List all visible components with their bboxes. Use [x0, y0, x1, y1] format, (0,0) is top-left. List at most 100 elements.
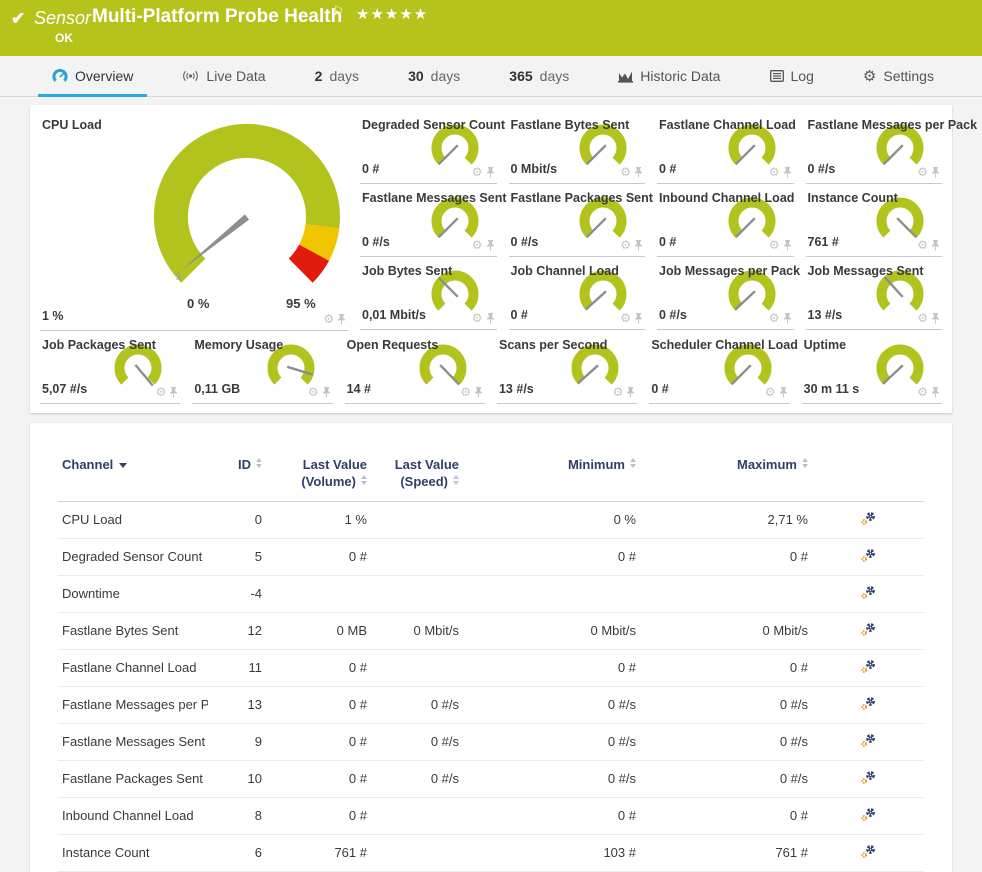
log-icon	[770, 70, 784, 82]
col-header-last-value-volume[interactable]: Last Value (Volume)	[266, 435, 371, 501]
channel-settings-icon[interactable]	[860, 696, 877, 711]
pin-icon[interactable]	[931, 387, 940, 398]
pin-icon[interactable]	[486, 313, 495, 324]
gear-icon[interactable]: ⚙	[156, 386, 167, 398]
priority-stars[interactable]: ★★★★★	[356, 5, 428, 23]
cell-channel[interactable]: Fastlane Bytes Sent	[58, 612, 208, 649]
channel-settings-icon[interactable]	[860, 659, 877, 674]
gauge-value: 0 #	[659, 235, 676, 249]
gear-icon[interactable]: ⚙	[472, 312, 483, 324]
tab-settings[interactable]: ⚙Settings	[857, 56, 940, 96]
col-label: Maximum	[737, 457, 797, 472]
cell-settings[interactable]	[812, 649, 924, 686]
gear-icon[interactable]: ⚙	[917, 312, 928, 324]
tab-historic-data[interactable]: Historic Data	[612, 56, 726, 96]
cell-channel[interactable]: Degraded Sensor Count	[58, 538, 208, 575]
pin-icon[interactable]	[337, 314, 346, 325]
cell-settings[interactable]	[812, 723, 924, 760]
pin-icon[interactable]	[783, 313, 792, 324]
pin-icon[interactable]	[486, 167, 495, 178]
cell-settings[interactable]	[812, 575, 924, 612]
cell-channel[interactable]: CPU Load	[58, 501, 208, 538]
pin-icon[interactable]	[634, 167, 643, 178]
gear-icon[interactable]: ⚙	[308, 386, 319, 398]
gear-icon[interactable]: ⚙	[765, 386, 776, 398]
cell-channel[interactable]: Downtime	[58, 575, 208, 612]
pin-icon[interactable]	[931, 313, 940, 324]
table-row-instance-count: Instance Count6761 #103 #761 #	[58, 834, 924, 871]
channel-settings-icon[interactable]	[860, 511, 877, 526]
cell-channel[interactable]: Fastlane Messages per P...	[58, 686, 208, 723]
gear-icon[interactable]: ⚙	[769, 312, 780, 324]
cell-channel[interactable]: Fastlane Channel Load	[58, 649, 208, 686]
gear-icon[interactable]: ⚙	[472, 239, 483, 251]
cell-channel[interactable]: Fastlane Messages Sent	[58, 723, 208, 760]
pin-icon[interactable]	[779, 387, 788, 398]
channel-settings-icon[interactable]	[860, 585, 877, 600]
channel-settings-icon[interactable]	[860, 733, 877, 748]
cell-settings[interactable]	[812, 760, 924, 797]
col-header-last-value-speed[interactable]: Last Value (Speed)	[371, 435, 463, 501]
tab-label: days	[540, 68, 570, 84]
gauge-value: 13 #/s	[808, 308, 843, 322]
pin-icon[interactable]	[783, 167, 792, 178]
table-row-downtime: Downtime-4	[58, 575, 924, 612]
cell-settings[interactable]	[812, 797, 924, 834]
pin-icon[interactable]	[634, 313, 643, 324]
pin-icon[interactable]	[931, 240, 940, 251]
gear-icon[interactable]: ⚙	[917, 166, 928, 178]
gear-icon[interactable]: ⚙	[460, 386, 471, 398]
pin-icon[interactable]	[322, 387, 331, 398]
col-header-channel[interactable]: Channel	[58, 435, 208, 501]
gear-icon[interactable]: ⚙	[620, 239, 631, 251]
tab-log[interactable]: Log	[764, 56, 820, 96]
gauge-job-channel-load: Job Channel Load0 #⚙	[509, 257, 646, 330]
gear-icon[interactable]: ⚙	[769, 239, 780, 251]
gear-icon[interactable]: ⚙	[769, 166, 780, 178]
gear-icon[interactable]: ⚙	[620, 166, 631, 178]
channel-settings-icon[interactable]	[860, 770, 877, 785]
cell-settings[interactable]	[812, 501, 924, 538]
pin-icon[interactable]	[486, 240, 495, 251]
cell-channel[interactable]: Fastlane Packages Sent	[58, 760, 208, 797]
channel-settings-icon[interactable]	[860, 622, 877, 637]
tab-number: 2	[315, 68, 323, 84]
cell-settings[interactable]	[812, 612, 924, 649]
gear-icon[interactable]: ⚙	[917, 239, 928, 251]
tab-label: Settings	[883, 68, 934, 84]
gear-icon[interactable]: ⚙	[917, 386, 928, 398]
gear-icon[interactable]: ⚙	[620, 312, 631, 324]
cell-channel[interactable]: Instance Count	[58, 834, 208, 871]
gauge-fastlane-messages-sent: Fastlane Messages Sent0 #/s⚙	[360, 184, 497, 257]
cell-settings[interactable]	[812, 834, 924, 871]
gear-icon[interactable]: ⚙	[323, 313, 334, 325]
cell-settings[interactable]	[812, 686, 924, 723]
channel-settings-icon[interactable]	[860, 807, 877, 822]
tab-live-data[interactable]: Live Data	[176, 56, 271, 96]
pin-icon[interactable]	[474, 387, 483, 398]
col-header-minimum[interactable]: Minimum	[463, 435, 640, 501]
gauge-value: 0 Mbit/s	[511, 162, 558, 176]
flag-icon[interactable]: ⚐	[333, 4, 344, 18]
tab-365-days[interactable]: 365days	[503, 56, 575, 96]
gauge-value: 0 #/s	[511, 235, 539, 249]
gear-icon[interactable]: ⚙	[472, 166, 483, 178]
tab-overview[interactable]: Overview	[46, 56, 139, 96]
pin-icon[interactable]	[169, 387, 178, 398]
pin-icon[interactable]	[931, 167, 940, 178]
gauge-value: 1 %	[42, 309, 64, 323]
pin-icon[interactable]	[626, 387, 635, 398]
page-title: Multi-Platform Probe Health	[92, 6, 342, 28]
channel-settings-icon[interactable]	[860, 844, 877, 859]
channel-settings-icon[interactable]	[860, 548, 877, 563]
tab-2-days[interactable]: 2days	[309, 56, 365, 96]
pin-icon[interactable]	[783, 240, 792, 251]
cell-channel[interactable]: Inbound Channel Load	[58, 797, 208, 834]
object-kind-label: Sensor	[34, 8, 91, 29]
gear-icon[interactable]: ⚙	[613, 386, 624, 398]
tab-30-days[interactable]: 30days	[402, 56, 466, 96]
col-header-maximum[interactable]: Maximum	[640, 435, 812, 501]
pin-icon[interactable]	[634, 240, 643, 251]
col-header-id[interactable]: ID	[208, 435, 266, 501]
cell-settings[interactable]	[812, 538, 924, 575]
